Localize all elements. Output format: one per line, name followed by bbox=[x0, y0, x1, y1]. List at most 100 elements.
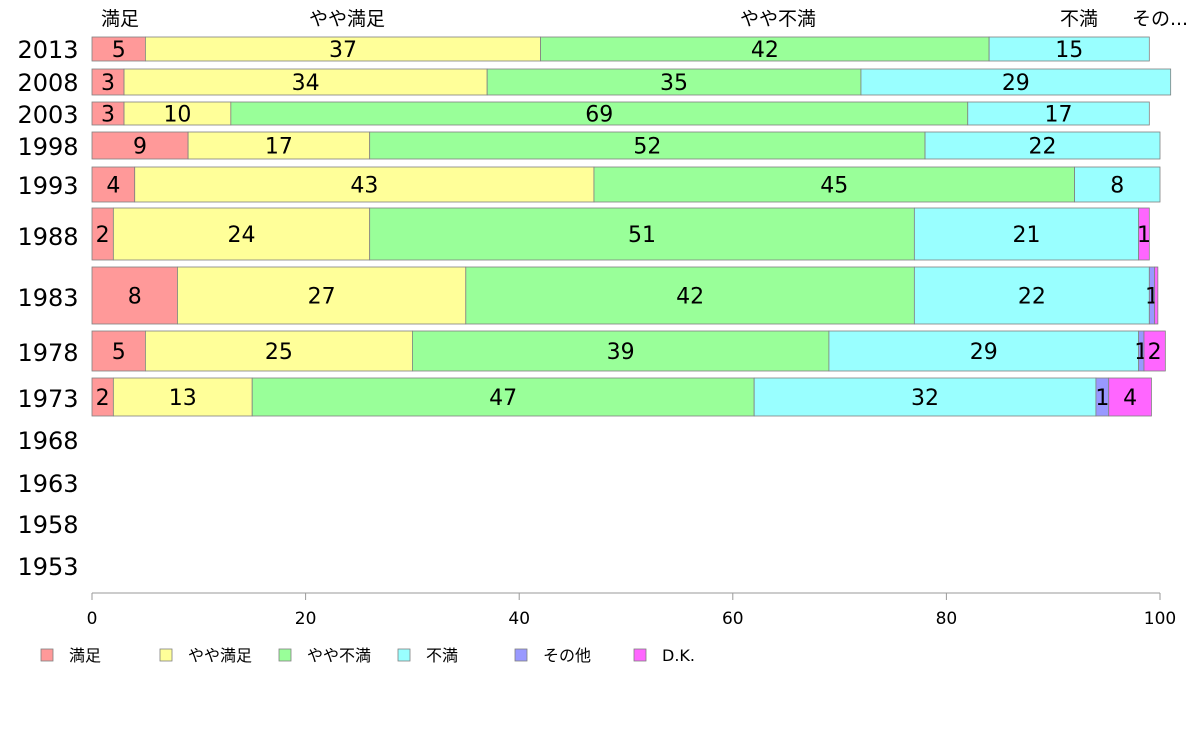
legend-label-sonota: その他 bbox=[543, 646, 591, 665]
year-label-1973: 1973 bbox=[17, 385, 78, 413]
bar-segment-1973-yaya-manzoku bbox=[112, 377, 253, 417]
data-label-2013-yaya-manzoku: 37 bbox=[329, 38, 357, 63]
legend-swatch-sonota bbox=[514, 648, 528, 662]
bar-segment-1983-yaya-fuman bbox=[465, 266, 915, 325]
bar-segment-1988-yaya-fuman bbox=[369, 207, 915, 261]
data-label-1998-manzoku: 9 bbox=[133, 135, 147, 160]
bar-segment-2008-manzoku bbox=[91, 68, 125, 96]
bar-segment-1998-manzoku bbox=[91, 131, 189, 160]
data-label-1993-fuman: 8 bbox=[1110, 174, 1124, 199]
data-label-2013-manzoku: 5 bbox=[112, 38, 126, 63]
data-label-2013-fuman: 15 bbox=[1055, 38, 1083, 63]
x-tick-label-60: 60 bbox=[722, 609, 744, 629]
legend-item-manzoku: 満足 bbox=[40, 646, 101, 665]
legend-swatch-dk bbox=[633, 648, 647, 662]
bar-segment-2008-fuman bbox=[860, 68, 1172, 96]
data-label-1988-yaya-manzoku: 24 bbox=[228, 223, 256, 248]
legend: 満足 やや満足 やや不満 不満 その他 D.K. bbox=[40, 646, 695, 665]
data-label-2003-yaya-fuman: 69 bbox=[585, 103, 613, 128]
top-category-labels: 満足 やや満足 やや不満 不満 その... bbox=[101, 8, 1188, 30]
data-label-2008-fuman: 29 bbox=[1002, 71, 1030, 96]
year-label-1958: 1958 bbox=[17, 511, 78, 539]
data-label-1993-yaya-fuman: 45 bbox=[820, 174, 848, 199]
top-category-label: やや満足 bbox=[309, 8, 385, 30]
data-label-2008-manzoku: 3 bbox=[101, 71, 115, 96]
data-label-1988-fuman: 21 bbox=[1013, 223, 1041, 248]
year-labels: 2013 2008 2003 1998 1993 1988 1983 1978 1973 1968… bbox=[17, 36, 78, 581]
bar-segment-1993-fuman bbox=[1074, 166, 1161, 203]
year-label-2008: 2008 bbox=[17, 69, 78, 97]
data-label-1978-manzoku: 5 bbox=[112, 340, 126, 365]
year-label-1983: 1983 bbox=[17, 284, 78, 312]
bar-segment-1983-fuman bbox=[913, 266, 1150, 325]
x-tick-label-80: 80 bbox=[936, 609, 958, 629]
data-label-1973-yaya-fuman: 47 bbox=[489, 386, 517, 411]
data-label-2013-yaya-fuman: 42 bbox=[751, 38, 779, 63]
legend-label-manzoku: 満足 bbox=[69, 646, 101, 665]
data-label-1973-dk: 4 bbox=[1123, 386, 1137, 411]
bar-segment-2013-fuman bbox=[988, 36, 1150, 62]
bar-segment-1988-yaya-manzoku bbox=[112, 207, 371, 261]
x-tick-label-0: 0 bbox=[87, 609, 98, 629]
bar-segment-1988-dk bbox=[1138, 207, 1150, 261]
bar-segment-1973-yaya-fuman bbox=[251, 377, 755, 417]
bar-segment-1998-fuman bbox=[924, 131, 1161, 160]
top-category-label: その... bbox=[1132, 8, 1188, 30]
data-label-1973-fuman: 32 bbox=[911, 386, 939, 411]
data-label-2008-yaya-fuman: 35 bbox=[660, 71, 688, 96]
bar-segment-2013-yaya-fuman bbox=[540, 36, 990, 62]
legend-item-yaya-fuman: やや不満 bbox=[278, 646, 371, 665]
year-label-1988: 1988 bbox=[17, 223, 78, 251]
data-label-1998-fuman: 22 bbox=[1029, 135, 1057, 160]
legend-swatch-yaya-manzoku bbox=[159, 648, 173, 662]
year-label-1963: 1963 bbox=[17, 470, 78, 498]
data-label-1978-yaya-fuman: 39 bbox=[607, 340, 635, 365]
bar-segment-2013-yaya-manzoku bbox=[144, 36, 541, 62]
legend-item-dk: D.K. bbox=[633, 646, 695, 665]
bar-segment-2008-yaya-manzoku bbox=[123, 68, 488, 96]
x-axis: 0 20 40 60 80 100 bbox=[87, 592, 1176, 629]
legend-item-yaya-manzoku: やや満足 bbox=[159, 646, 252, 665]
data-label-1983-yaya-manzoku: 27 bbox=[308, 285, 336, 310]
legend-item-fuman: 不満 bbox=[397, 646, 458, 665]
data-label-1978-dk: 2 bbox=[1148, 340, 1162, 365]
data-label-2003-fuman: 17 bbox=[1045, 103, 1073, 128]
bar-segment-1993-yaya-fuman bbox=[593, 166, 1075, 203]
legend-label-yaya-fuman: やや不満 bbox=[307, 646, 371, 665]
data-label-1983-manzoku: 8 bbox=[128, 285, 142, 310]
bar-segment-2003-fuman bbox=[967, 101, 1150, 126]
data-label-1993-yaya-manzoku: 43 bbox=[350, 174, 378, 199]
data-label-2003-yaya-manzoku: 10 bbox=[163, 103, 191, 128]
top-category-label: 不満 bbox=[1060, 8, 1098, 30]
legend-label-dk: D.K. bbox=[662, 646, 695, 665]
bar-segment-1998-yaya-manzoku bbox=[187, 131, 371, 160]
year-label-2003: 2003 bbox=[17, 101, 78, 129]
year-label-1968: 1968 bbox=[17, 427, 78, 455]
legend-swatch-fuman bbox=[397, 648, 411, 662]
year-label-2013: 2013 bbox=[17, 36, 78, 64]
data-label-2003-manzoku: 3 bbox=[101, 103, 115, 128]
x-tick-label-40: 40 bbox=[508, 609, 530, 629]
bar-segment-1973-dk bbox=[1108, 377, 1152, 417]
data-label-1973-sonota: 1 bbox=[1095, 386, 1109, 411]
top-category-label: やや不満 bbox=[740, 8, 816, 30]
bar-segment-1978-yaya-fuman bbox=[411, 330, 830, 372]
legend-swatch-yaya-fuman bbox=[278, 648, 292, 662]
bar-segment-1978-dk bbox=[1143, 330, 1166, 372]
bar-segment-1978-fuman bbox=[828, 330, 1140, 372]
data-label-1988-manzoku: 2 bbox=[96, 223, 110, 248]
bar-segment-2013-manzoku bbox=[91, 36, 146, 62]
top-category-label: 満足 bbox=[101, 8, 139, 30]
year-label-1953: 1953 bbox=[17, 553, 78, 581]
x-tick-label-20: 20 bbox=[295, 609, 317, 629]
legend-label-yaya-manzoku: やや満足 bbox=[188, 646, 252, 665]
bar-segment-1993-yaya-manzoku bbox=[134, 166, 595, 203]
legend-label-fuman: 不満 bbox=[426, 646, 458, 665]
data-label-1983-fuman: 22 bbox=[1018, 285, 1046, 310]
data-label-1978-fuman: 29 bbox=[970, 340, 998, 365]
data-label-1988-dk: 1 bbox=[1137, 223, 1151, 248]
data-label-1973-manzoku: 2 bbox=[96, 386, 110, 411]
data-label-1978-yaya-manzoku: 25 bbox=[265, 340, 293, 365]
data-label-1973-yaya-manzoku: 13 bbox=[169, 386, 197, 411]
